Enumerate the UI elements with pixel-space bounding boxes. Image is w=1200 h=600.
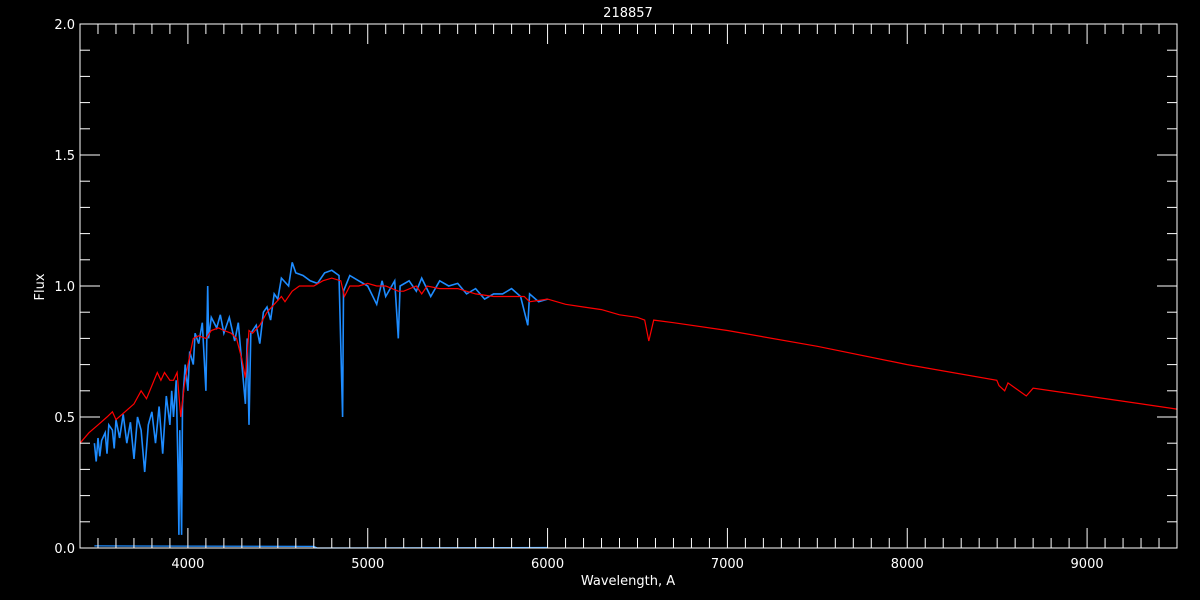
y-axis-label: Flux (33, 273, 48, 300)
y-tick-label: 0.0 (54, 542, 75, 557)
y-tick-label: 1.0 (54, 280, 75, 295)
series-line-0 (93, 262, 548, 535)
x-tick-label: 8000 (891, 557, 924, 572)
y-tick-label: 1.5 (54, 149, 75, 164)
x-tick-label: 9000 (1071, 557, 1104, 572)
y-tick-label: 0.5 (54, 411, 75, 426)
y-tick-label: 2.0 (54, 18, 75, 33)
x-tick-label: 4000 (171, 557, 204, 572)
x-tick-label: 5000 (351, 557, 384, 572)
series-line-2 (79, 277, 1178, 444)
x-tick-label: 6000 (531, 557, 564, 572)
chart-title: 218857 (603, 6, 653, 21)
x-axis-label: Wavelength, A (581, 574, 675, 589)
x-tick-label: 7000 (711, 557, 744, 572)
plot-frame (79, 23, 1178, 549)
